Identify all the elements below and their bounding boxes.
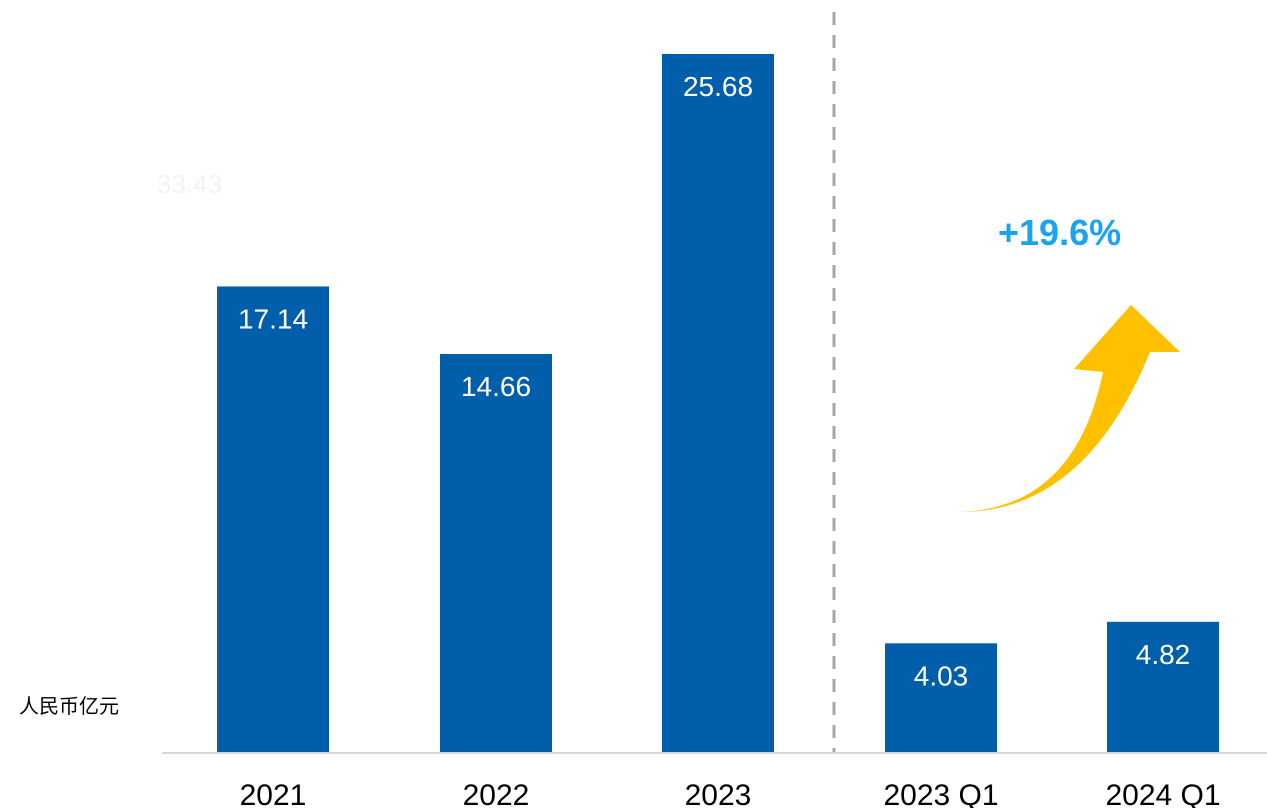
- bar-0: [217, 286, 329, 753]
- x-tick-label-2: 2023: [685, 779, 752, 808]
- bar-value-label-0: 17.14: [238, 303, 308, 334]
- bar-2: [662, 54, 774, 753]
- x-tick-labels-group: 2021 2022 2023 2023 Q1 2024 Q1: [240, 779, 1221, 808]
- unit-label: 人民币亿元: [19, 690, 119, 719]
- faint-value-label: 33.43: [157, 169, 222, 199]
- bar-1: [440, 354, 552, 753]
- bars-group: [217, 54, 1219, 753]
- bar-value-label-4: 4.82: [1136, 639, 1191, 670]
- x-tick-label-0: 2021: [240, 779, 307, 808]
- growth-rate-label: +19.6%: [998, 212, 1121, 254]
- x-tick-label-1: 2022: [463, 779, 530, 808]
- bar-value-label-2: 25.68: [683, 71, 753, 102]
- bar-value-label-1: 14.66: [461, 371, 531, 402]
- bar-value-label-3: 4.03: [914, 660, 969, 691]
- growth-arrow-icon: [960, 305, 1180, 512]
- x-tick-label-4: 2024 Q1: [1105, 779, 1220, 808]
- x-tick-label-3: 2023 Q1: [883, 779, 998, 808]
